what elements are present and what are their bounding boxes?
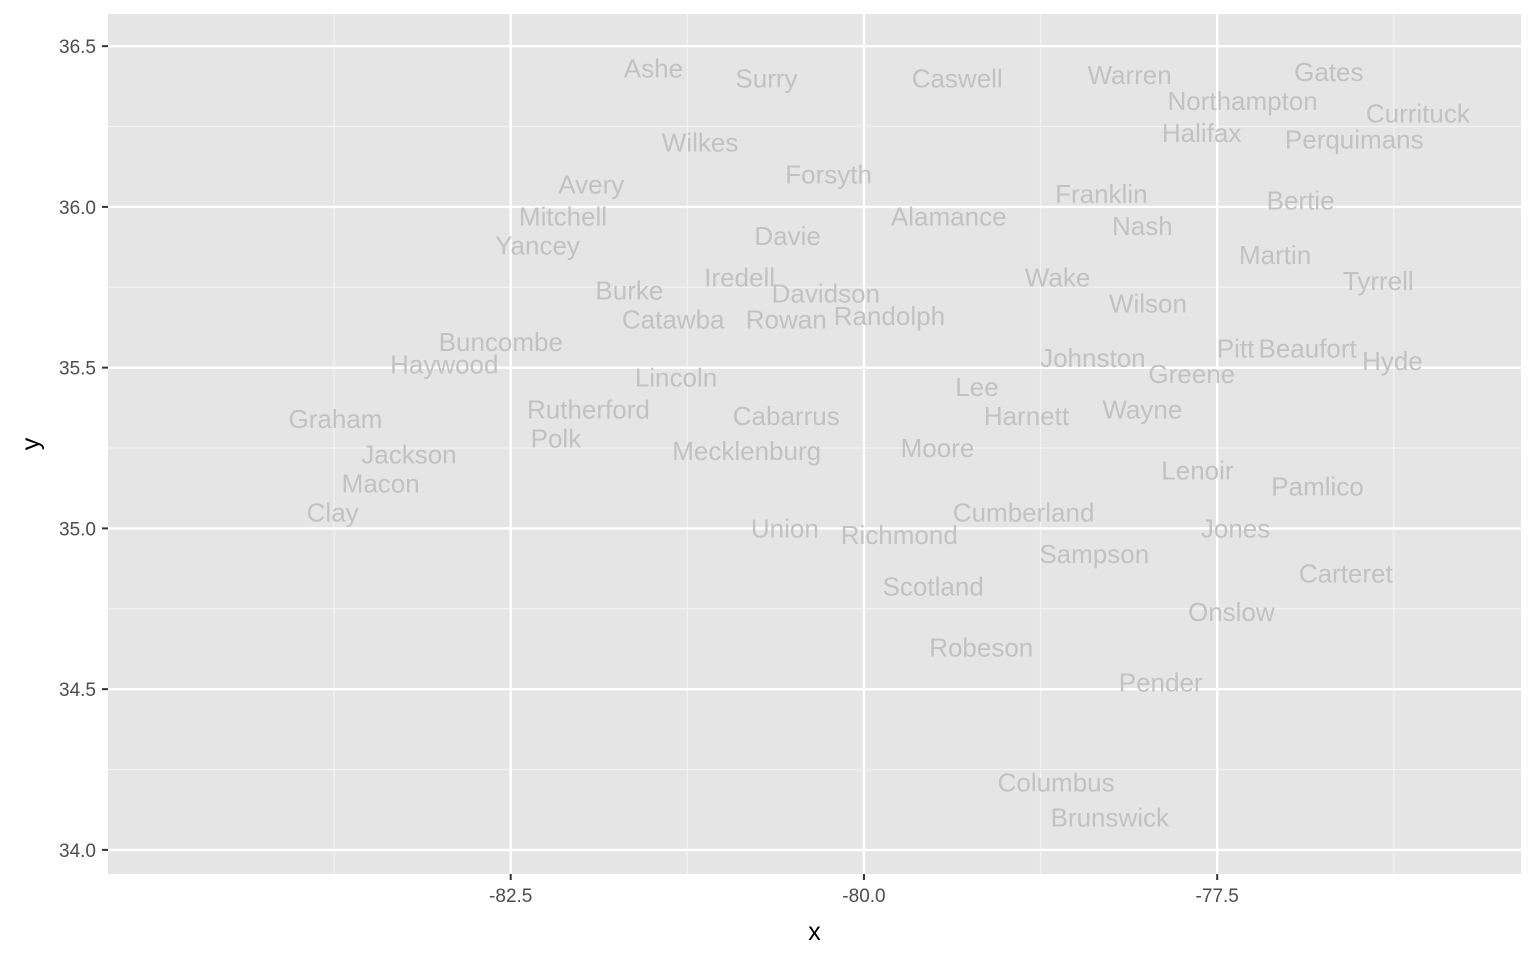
point-label: Surry <box>735 63 797 93</box>
point-label: Wilson <box>1109 288 1187 318</box>
point-label: Rutherford <box>527 394 650 424</box>
point-label: Perquimans <box>1285 124 1424 154</box>
point-label: Union <box>751 513 819 543</box>
point-label: Buncombe <box>439 327 563 357</box>
point-label: Cumberland <box>953 497 1095 527</box>
point-label: Scotland <box>883 571 984 601</box>
x-tick-label: -77.5 <box>1196 886 1239 907</box>
point-label: Avery <box>558 169 624 199</box>
point-label: Mitchell <box>519 202 607 232</box>
point-label: Polk <box>531 423 583 453</box>
major-gridlines <box>108 14 1521 874</box>
point-label: Gates <box>1294 57 1363 87</box>
point-label: Lincoln <box>635 362 717 392</box>
point-label: Onslow <box>1188 597 1275 627</box>
point-label: Brunswick <box>1051 803 1170 833</box>
point-label: Randolph <box>834 301 945 331</box>
point-label: Pamlico <box>1271 472 1363 502</box>
point-label: Pitt <box>1217 333 1255 363</box>
y-axis: 34.0 34.5 35.0 35.5 36.0 36.5 <box>59 37 108 862</box>
point-label: Yancey <box>495 230 580 260</box>
point-label: Davie <box>754 221 820 251</box>
point-label: Wilkes <box>662 128 739 158</box>
point-label: Martin <box>1239 240 1311 270</box>
point-label: Johnston <box>1040 343 1146 373</box>
point-label: Northampton <box>1167 86 1317 116</box>
y-axis-title: y <box>17 437 45 450</box>
point-label: Davidson <box>772 279 880 309</box>
y-tick-label: 35.5 <box>59 359 96 380</box>
point-label: Moore <box>901 433 975 463</box>
point-label: Columbus <box>998 767 1115 797</box>
point-label: Iredell <box>704 263 775 293</box>
point-label: Beaufort <box>1258 333 1357 363</box>
point-label: Catawba <box>622 304 725 334</box>
y-tick-label: 34.5 <box>59 680 96 701</box>
point-label: Greene <box>1148 359 1235 389</box>
y-tick-label: 36.5 <box>59 37 96 58</box>
point-label: Robeson <box>929 632 1033 662</box>
point-label: Tyrrell <box>1343 266 1414 296</box>
point-label: Carteret <box>1299 558 1394 588</box>
point-label: Jones <box>1201 513 1270 543</box>
point-label: Ashe <box>624 54 683 84</box>
minor-gridlines <box>108 14 1521 874</box>
y-tick-label: 34.0 <box>59 841 96 862</box>
point-label: Wake <box>1025 263 1091 293</box>
point-label: Clay <box>307 497 359 527</box>
point-label: Rowan <box>746 304 827 334</box>
point-label: Sampson <box>1039 539 1149 569</box>
point-label: Wayne <box>1102 394 1182 424</box>
point-label: Lenoir <box>1161 456 1234 486</box>
point-label: Caswell <box>912 63 1003 93</box>
point-label: Hyde <box>1362 346 1423 376</box>
point-label: Harnett <box>984 401 1070 431</box>
y-tick-label: 36.0 <box>59 198 96 219</box>
x-axis: -82.5 -80.0 -77.5 <box>489 874 1239 907</box>
point-label: Lee <box>955 372 998 402</box>
point-label: Warren <box>1087 60 1171 90</box>
point-label: Halifax <box>1162 118 1241 148</box>
point-label: Macon <box>342 468 420 498</box>
x-tick-label: -80.0 <box>842 886 885 907</box>
point-label: Pender <box>1119 668 1203 698</box>
point-label: Forsyth <box>785 160 872 190</box>
point-label: Richmond <box>841 520 958 550</box>
point-label: Cabarrus <box>733 401 840 431</box>
point-label: Alamance <box>891 202 1007 232</box>
point-label: Mecklenburg <box>672 436 821 466</box>
x-tick-label: -82.5 <box>489 886 532 907</box>
panel-background <box>108 14 1521 874</box>
point-label: Jackson <box>361 439 456 469</box>
point-label: Burke <box>595 275 663 305</box>
point-label: Graham <box>289 404 383 434</box>
point-label: Bertie <box>1267 185 1335 215</box>
point-label: Nash <box>1112 211 1173 241</box>
y-tick-label: 35.0 <box>59 519 96 540</box>
point-label: Currituck <box>1366 99 1471 129</box>
x-axis-title: x <box>808 918 821 946</box>
point-label: Franklin <box>1055 179 1147 209</box>
point-label: Haywood <box>390 349 498 379</box>
